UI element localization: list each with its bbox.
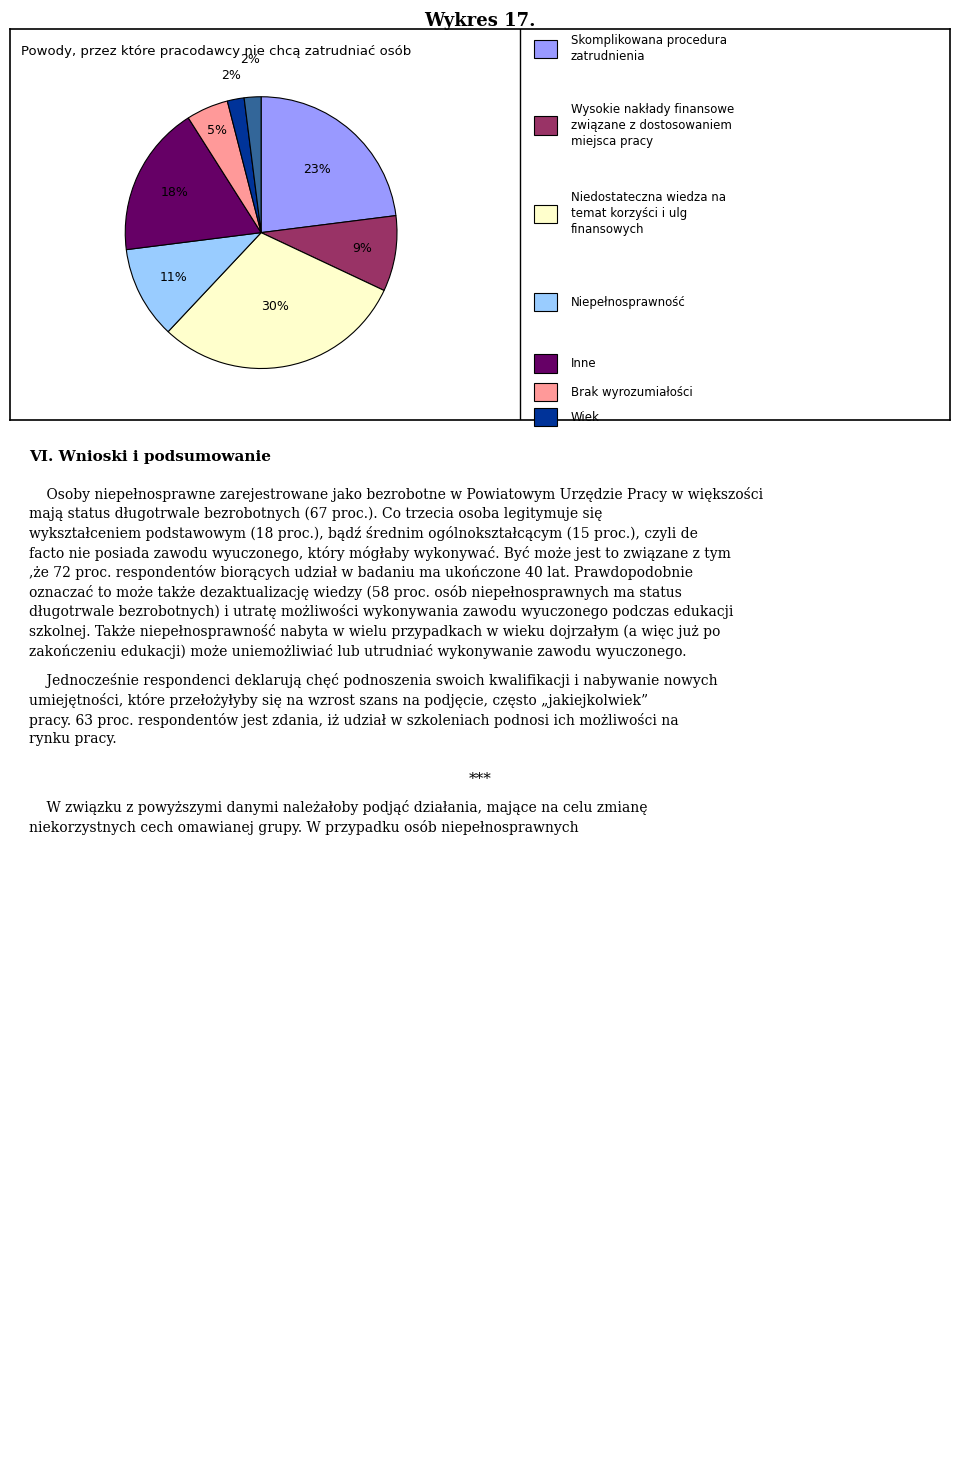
Bar <box>534 407 557 426</box>
Text: 5%: 5% <box>206 124 227 137</box>
Text: 2%: 2% <box>240 53 260 66</box>
Text: Osoby niepełnosprawne zarejestrowane jako bezrobotne w Powiatowym Urzędzie Pracy: Osoby niepełnosprawne zarejestrowane jak… <box>29 486 763 502</box>
Text: Niedostateczna wiedza na
temat korzyści i ulg
finansowych: Niedostateczna wiedza na temat korzyści … <box>570 191 726 237</box>
Text: ***: *** <box>468 772 492 785</box>
Text: Niepełnosprawność: Niepełnosprawność <box>570 295 685 308</box>
Text: umiejętności, które przełożyłyby się na wzrost szans na podjęcie, często „jakiej: umiejętności, które przełożyłyby się na … <box>29 694 648 708</box>
Text: ,że 72 proc. respondentów biorących udział w badaniu ma ukończone 40 lat. Prawdo: ,że 72 proc. respondentów biorących udzi… <box>29 565 693 580</box>
Bar <box>534 204 557 223</box>
Wedge shape <box>261 216 397 291</box>
Text: W związku z powyższymi danymi należałoby podjąć działania, mające na celu zmianę: W związku z powyższymi danymi należałoby… <box>29 800 647 815</box>
Text: wykształceniem podstawowym (18 proc.), bądź średnim ogólnokształcącym (15 proc.): wykształceniem podstawowym (18 proc.), b… <box>29 526 698 542</box>
Bar <box>534 117 557 134</box>
Text: 11%: 11% <box>160 270 188 283</box>
Text: VI. Wnioski i podsumowanie: VI. Wnioski i podsumowanie <box>29 450 271 464</box>
Text: Wysokie nakłady finansowe
związane z dostosowaniem
miejsca pracy: Wysokie nakłady finansowe związane z dos… <box>570 104 733 147</box>
Text: 18%: 18% <box>161 185 189 199</box>
Text: 2%: 2% <box>221 69 241 82</box>
Text: 23%: 23% <box>303 164 330 177</box>
Wedge shape <box>228 98 261 232</box>
Wedge shape <box>168 232 384 368</box>
Text: mają status długotrwale bezrobotnych (67 proc.). Co trzecia osoba legitymuje się: mają status długotrwale bezrobotnych (67… <box>29 507 602 521</box>
Text: Powody, przez które pracodawcy nie chcą zatrudniać osób: Powody, przez które pracodawcy nie chcą … <box>21 45 411 58</box>
Wedge shape <box>244 96 261 232</box>
Text: długotrwale bezrobotnych) i utratę możliwości wykonywania zawodu wyuczonego podc: długotrwale bezrobotnych) i utratę możli… <box>29 604 733 619</box>
Text: oznaczać to może także dezaktualizację wiedzy (58 proc. osób niepełnosprawnych m: oznaczać to może także dezaktualizację w… <box>29 585 682 600</box>
Text: Jednocześnie respondenci deklarują chęć podnoszenia swoich kwalifikacji i nabywa: Jednocześnie respondenci deklarują chęć … <box>29 673 717 688</box>
Text: Brak wyrozumiałości: Brak wyrozumiałości <box>570 385 692 399</box>
Text: rynku pracy.: rynku pracy. <box>29 731 116 746</box>
Text: 30%: 30% <box>261 299 289 312</box>
Text: Skomplikowana procedura
zatrudnienia: Skomplikowana procedura zatrudnienia <box>570 35 727 63</box>
Text: pracy. 63 proc. respondentów jest zdania, iż udział w szkoleniach podnosi ich mo: pracy. 63 proc. respondentów jest zdania… <box>29 712 679 727</box>
Text: niekorzystnych cech omawianej grupy. W przypadku osób niepełnosprawnych: niekorzystnych cech omawianej grupy. W p… <box>29 819 579 835</box>
Bar <box>534 39 557 58</box>
Text: Wykres 17.: Wykres 17. <box>424 12 536 29</box>
Text: facto nie posiada zawodu wyuczonego, który mógłaby wykonywać. Być może jest to z: facto nie posiada zawodu wyuczonego, któ… <box>29 546 731 561</box>
Bar <box>534 293 557 311</box>
Text: Wiek: Wiek <box>570 410 599 423</box>
Text: szkolnej. Także niepełnosprawność nabyta w wielu przypadkach w wieku dojrzałym (: szkolnej. Także niepełnosprawność nabyta… <box>29 623 720 639</box>
Wedge shape <box>125 118 261 250</box>
Bar <box>534 355 557 372</box>
Wedge shape <box>188 101 261 232</box>
Wedge shape <box>127 232 261 331</box>
Text: 9%: 9% <box>351 242 372 255</box>
Text: zakończeniu edukacji) może uniemożliwiać lub utrudniać wykonywanie zawodu wyuczo: zakończeniu edukacji) może uniemożliwiać… <box>29 644 686 658</box>
Bar <box>534 383 557 402</box>
Wedge shape <box>261 96 396 232</box>
Text: Inne: Inne <box>570 356 596 369</box>
